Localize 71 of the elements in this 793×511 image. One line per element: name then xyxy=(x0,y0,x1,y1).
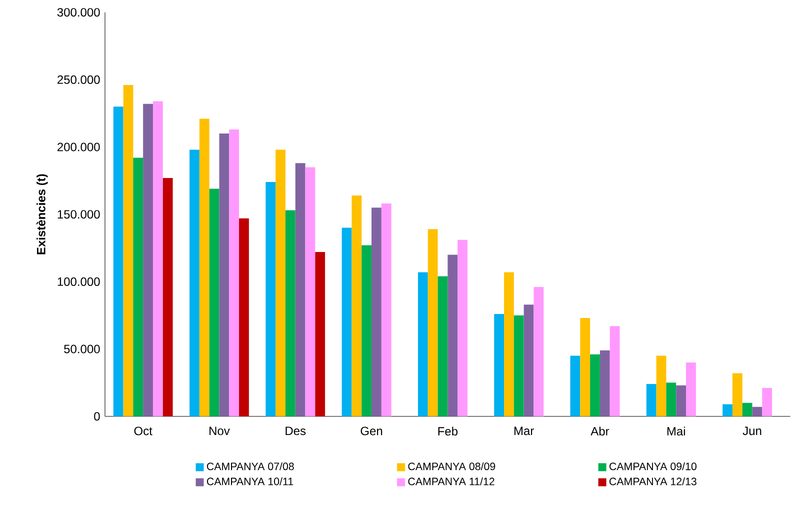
bar xyxy=(524,304,534,416)
bar xyxy=(285,210,296,416)
bar xyxy=(418,272,428,416)
x-tick-label: Des xyxy=(286,426,306,436)
bar xyxy=(123,85,134,416)
x-tick-label: Jun xyxy=(742,426,762,436)
y-tick-label: 50.000 xyxy=(64,344,100,354)
bar xyxy=(428,229,438,416)
bar xyxy=(742,402,752,416)
y-tick-label: 200.000 xyxy=(58,142,100,152)
y-tick-label: 300.000 xyxy=(57,8,100,17)
bar xyxy=(752,406,762,416)
bar xyxy=(504,272,514,416)
bar xyxy=(315,252,326,416)
bar xyxy=(600,350,610,416)
bar xyxy=(494,314,504,416)
bar xyxy=(656,356,666,416)
bar xyxy=(305,167,316,416)
bar xyxy=(266,182,276,416)
bar xyxy=(732,373,742,416)
bar xyxy=(209,188,220,416)
legend-label: CAMPANYA 08/09 xyxy=(408,462,496,470)
x-tick-label: Nov xyxy=(210,426,230,436)
legend-label: CAMPANYA 10/11 xyxy=(206,477,294,486)
legend-label: CAMPANYA 09/10 xyxy=(610,462,696,470)
legend-label: CAMPANYA 11/12 xyxy=(408,477,494,486)
bar xyxy=(676,385,686,416)
bar xyxy=(276,150,286,416)
bar xyxy=(646,384,656,416)
y-tick-label: 250.000 xyxy=(58,75,100,84)
y-axis-title: Existències (t) xyxy=(36,174,48,254)
bar xyxy=(762,388,772,416)
legend-label: CAMPANYA 12/13 xyxy=(610,477,696,486)
bar xyxy=(190,150,200,416)
bar xyxy=(372,208,382,416)
legend-label: CAMPANYA 07/08 xyxy=(206,462,294,470)
bar xyxy=(666,382,676,416)
bar xyxy=(458,240,468,416)
bar xyxy=(229,129,240,416)
bar xyxy=(143,104,153,416)
bar xyxy=(534,287,544,416)
x-tick-label: Abr xyxy=(590,426,610,436)
x-tick-label: Feb xyxy=(438,426,458,436)
bar xyxy=(438,276,448,416)
bar xyxy=(352,195,362,416)
bar xyxy=(113,106,124,416)
bar xyxy=(162,178,173,416)
bar xyxy=(239,218,249,416)
bar xyxy=(580,318,590,416)
bar xyxy=(199,118,210,416)
bar xyxy=(686,362,696,416)
y-tick-label: 100.000 xyxy=(58,277,100,286)
bar xyxy=(133,158,144,416)
bar xyxy=(362,245,372,416)
bar xyxy=(722,404,732,416)
bar xyxy=(152,101,163,416)
x-tick-label: Gen xyxy=(360,426,382,436)
y-tick-label: 0 xyxy=(94,412,100,421)
x-tick-label: Mai xyxy=(667,426,685,436)
bar xyxy=(219,134,230,416)
x-tick-label: Oct xyxy=(134,426,152,436)
bar xyxy=(610,326,620,416)
bar xyxy=(570,356,580,416)
y-tick-label: 150.000 xyxy=(58,210,100,219)
bar xyxy=(342,228,352,416)
bar xyxy=(295,163,306,416)
bar xyxy=(381,204,392,416)
bar xyxy=(514,315,524,416)
x-tick-label: Mar xyxy=(514,426,534,436)
bar xyxy=(590,354,600,416)
bar xyxy=(448,254,458,416)
